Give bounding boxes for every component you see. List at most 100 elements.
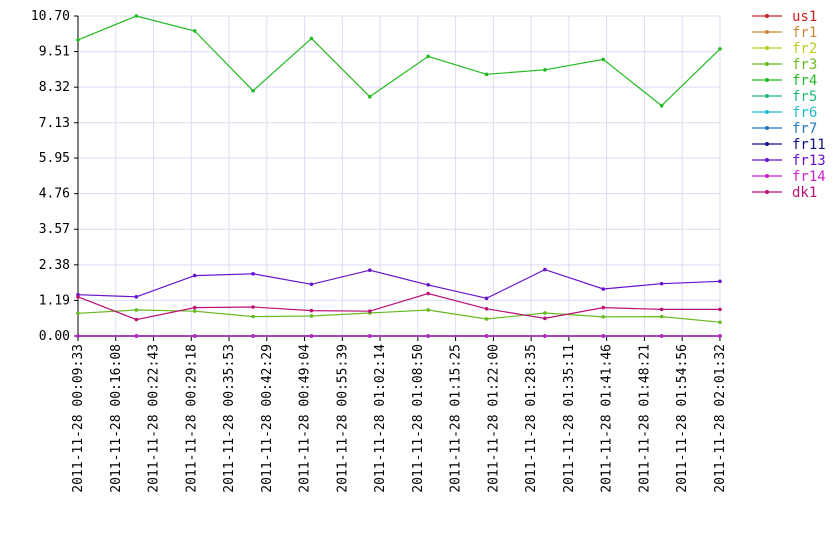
legend-label: dk1 [792, 185, 817, 201]
data-point [134, 334, 139, 338]
legend-label: fr14 [792, 169, 826, 185]
legend-item-fr3: fr3 [752, 57, 817, 73]
data-point [601, 305, 606, 310]
data-point [543, 334, 547, 338]
data-point [426, 291, 430, 296]
legend-label: fr5 [792, 89, 817, 105]
data-point [718, 279, 722, 284]
legend-marker [765, 158, 769, 162]
x-tick-label: 2011-11-28 01:02:14 [373, 344, 388, 493]
legend-label: fr13 [792, 153, 826, 169]
legend-item-fr6: fr6 [752, 105, 817, 121]
series-dk1 [76, 291, 722, 322]
y-axis-ticks: 0.00 1.19 2.38 3.57 4.76 5.95 7.13 8.32 9.51 10.7… [31, 9, 70, 344]
data-point [659, 103, 664, 108]
data-point [659, 314, 664, 319]
data-point [368, 268, 372, 273]
x-tick-label: 2011-11-28 00:22:43 [147, 344, 162, 493]
x-tick-label: 2011-11-28 01:08:50 [411, 344, 426, 493]
data-point [76, 295, 80, 299]
data-point [426, 308, 430, 312]
data-point [192, 334, 197, 338]
data-point [484, 72, 489, 77]
data-point [426, 283, 430, 287]
data-point [134, 317, 139, 322]
x-tick-label: 2011-11-28 01:15:25 [449, 344, 464, 493]
series-line-fr13 [77, 268, 721, 299]
data-point [309, 36, 314, 41]
x-tick-label: 2011-11-28 01:48:21 [637, 344, 652, 493]
data-point [718, 307, 722, 312]
legend-marker [765, 14, 769, 18]
legend-label: fr11 [792, 137, 826, 153]
x-tick-label: 2011-11-28 00:55:39 [335, 344, 350, 493]
data-point [659, 334, 664, 338]
y-tick-label: 3.57 [39, 222, 70, 237]
data-point [192, 29, 197, 33]
legend-marker [765, 190, 769, 194]
data-point [484, 317, 489, 321]
data-point [134, 308, 139, 312]
legend-label: us1 [792, 9, 817, 25]
data-point [309, 308, 314, 313]
x-tick-label: 2011-11-28 00:16:08 [109, 344, 124, 493]
y-tick-label: 9.51 [39, 45, 70, 60]
legend-marker [765, 126, 769, 130]
y-tick-label: 2.38 [39, 258, 70, 273]
legend-label: fr7 [792, 121, 817, 137]
data-point [601, 57, 606, 62]
data-point [192, 305, 197, 310]
x-tick-label: 2011-11-28 00:09:33 [71, 344, 86, 493]
legend-item-fr7: fr7 [752, 121, 817, 137]
data-point [543, 267, 547, 272]
y-tick-label: 4.76 [39, 187, 70, 202]
x-tick-label: 2011-11-28 01:28:35 [524, 344, 539, 493]
legend-item-fr13: fr13 [752, 153, 826, 169]
series-lines [76, 14, 722, 338]
data-point [659, 307, 664, 312]
data-point [718, 320, 722, 325]
data-point [368, 94, 372, 99]
data-point [134, 295, 139, 299]
legend-marker [765, 78, 769, 82]
data-point [192, 273, 197, 278]
data-point [309, 334, 314, 338]
legend-label: fr6 [792, 105, 817, 121]
data-point [309, 314, 314, 318]
legend-label: fr4 [792, 73, 817, 89]
data-point [543, 68, 547, 72]
y-tick-label: 0.00 [39, 329, 70, 344]
legend-item-fr5: fr5 [752, 89, 817, 105]
legend-item-fr14: fr14 [752, 169, 826, 185]
series-line-fr4 [77, 15, 721, 107]
legend-item-fr2: fr2 [752, 41, 817, 57]
data-point [543, 311, 547, 315]
legend-marker [765, 142, 769, 146]
grid [77, 15, 721, 337]
legend-marker [765, 174, 769, 178]
legend-label: fr3 [792, 57, 817, 73]
x-tick-label: 2011-11-28 00:42:29 [260, 344, 275, 493]
legend-item-fr1: fr1 [752, 25, 817, 41]
axes [74, 15, 721, 341]
legend-item-us1: us1 [752, 9, 817, 25]
legend-item-dk1: dk1 [752, 185, 817, 201]
data-point [251, 305, 255, 309]
data-point [251, 88, 255, 93]
data-point [368, 309, 372, 313]
data-point [484, 334, 489, 338]
data-point [251, 271, 255, 276]
series-line-dk1 [77, 292, 720, 321]
series-fr13 [76, 267, 722, 301]
series-fr14 [76, 334, 722, 338]
data-point [426, 334, 430, 338]
data-point [601, 287, 606, 291]
data-point [251, 314, 255, 319]
legend-marker [765, 30, 769, 34]
x-tick-label: 2011-11-28 00:35:53 [222, 344, 237, 493]
legend-item-fr11: fr11 [752, 137, 826, 153]
series-fr3 [76, 308, 722, 325]
data-point [484, 306, 489, 311]
data-point [368, 334, 372, 338]
